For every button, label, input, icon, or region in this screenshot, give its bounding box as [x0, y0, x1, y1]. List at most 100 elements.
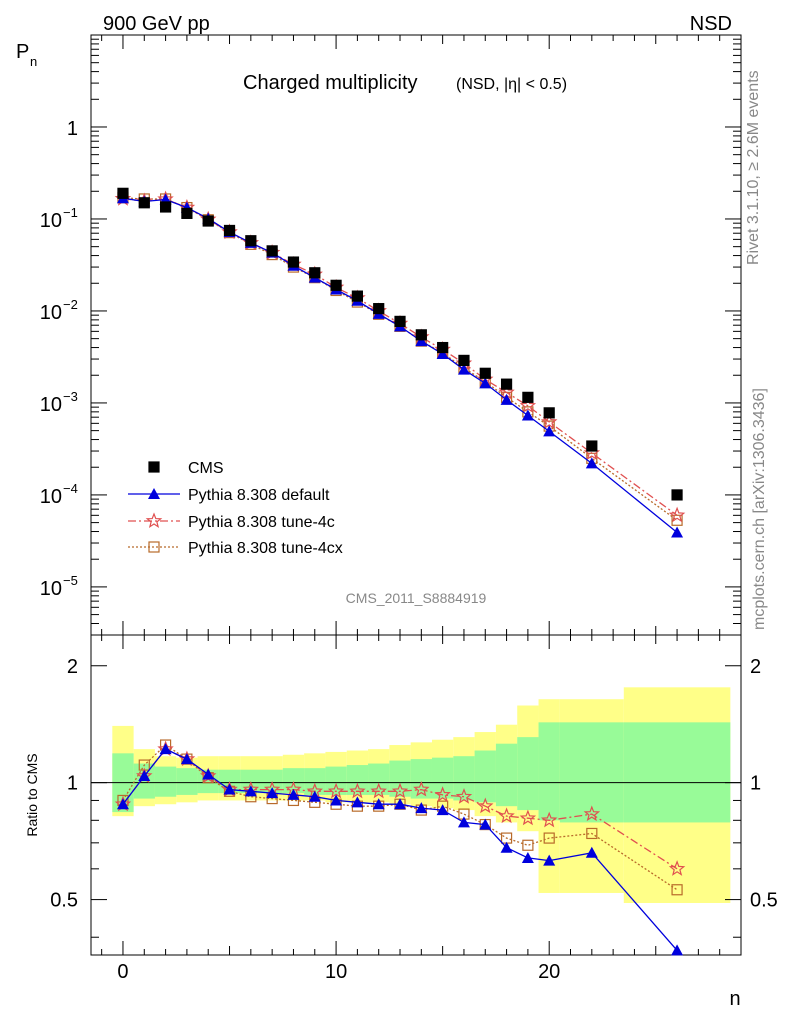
- ratio-point-default: [159, 743, 172, 755]
- point-default: [543, 425, 556, 437]
- point-cms: [479, 367, 491, 379]
- ratio-point-tune4c: [540, 811, 558, 828]
- ratio-y-tick-label-right: 1: [750, 773, 761, 795]
- band-inner-17: [474, 750, 496, 803]
- top-y-tick-exp: −4: [63, 481, 78, 496]
- ratio-point-default: [202, 768, 215, 780]
- top-y-tick-exp: −3: [63, 389, 78, 404]
- ratio-point-tune4c: [455, 788, 473, 804]
- point-cms: [671, 489, 683, 501]
- legend-marker-tune4c: [145, 512, 163, 529]
- ratio-point-tune4c: [519, 809, 537, 826]
- point-cms: [309, 267, 321, 279]
- band-inner-3: [176, 768, 198, 795]
- ratio-line-tune4c: [122, 748, 678, 870]
- ratio-point-default: [479, 818, 492, 830]
- ratio-point-tune4c: [349, 782, 366, 799]
- point-cms: [415, 329, 427, 341]
- ratio-point-default: [394, 798, 407, 810]
- ratio-point-tune4cx: [522, 839, 534, 851]
- process-label: NSD: [690, 13, 732, 35]
- point-cms: [202, 215, 214, 227]
- ratio-point-tune4c: [370, 782, 387, 799]
- point-default: [585, 457, 598, 469]
- analysis-id: CMS_2011_S8884919: [346, 590, 487, 606]
- point-cms: [245, 235, 257, 247]
- ratio-panel-frame: [90, 634, 742, 956]
- ratio-y-tick-label-left: 2: [67, 656, 78, 678]
- point-cms: [138, 197, 150, 209]
- ratio-point-tune4c: [477, 797, 494, 814]
- point-default: [521, 409, 534, 421]
- ratio-point-default: [543, 854, 556, 866]
- ratio-series: [114, 739, 686, 956]
- point-cms: [543, 407, 555, 419]
- mcplots-label: mcplots.cern.ch [arXiv:1306.3436]: [751, 388, 768, 630]
- top-y-tick-label: 10: [40, 486, 62, 508]
- chart-subtitle: (NSD, |η| < 0.5): [456, 76, 567, 93]
- top-y-tick-exp: −1: [63, 205, 78, 220]
- top-y-tick-exp: −2: [63, 297, 78, 312]
- line-default: [122, 197, 678, 534]
- ratio-ylabel: Ratio to CMS: [24, 753, 40, 836]
- legend-label-tune4cx: Pythia 8.308 tune-4cx: [188, 540, 343, 557]
- ratio-point-tune4cx: [586, 827, 598, 840]
- band-inner-2: [154, 766, 177, 797]
- point-cms: [330, 279, 342, 291]
- ratio-point-default: [457, 816, 470, 828]
- ratio-point-default: [180, 753, 193, 765]
- point-cms: [159, 201, 172, 213]
- top-y-tick-label: 10: [40, 578, 62, 600]
- ratio-point-default: [266, 787, 279, 799]
- point-cms: [223, 224, 236, 237]
- point-default: [436, 348, 449, 360]
- ratio-point-default: [244, 785, 257, 797]
- legend-marker-tune4cx: [148, 541, 160, 553]
- ratio-point-tune4cx: [671, 884, 683, 896]
- band-inner-10: [325, 766, 347, 795]
- legend-marker-default: [148, 488, 160, 499]
- top-y-tick-label: 10: [40, 394, 62, 416]
- x-tick-label: 20: [538, 961, 560, 983]
- top-y-tick-label: 1: [67, 118, 78, 140]
- ratio-point-default: [500, 841, 513, 853]
- band-inner-11: [346, 765, 369, 795]
- x-tick-label: 0: [117, 961, 128, 983]
- band-inner-13: [389, 760, 411, 797]
- x-tick-label: 10: [325, 961, 347, 983]
- point-default: [671, 526, 684, 538]
- point-cms: [117, 187, 129, 199]
- rivet-label: Rivet 3.1.10, ≥ 2.6M events: [745, 70, 762, 265]
- point-tune4c: [519, 397, 537, 413]
- ratio-point-default: [287, 788, 300, 800]
- band-inner-12: [368, 763, 390, 795]
- ratio-point-tune4cx: [543, 832, 555, 844]
- ratio-point-tune4c: [498, 807, 515, 824]
- ratio-point-default: [138, 770, 151, 782]
- ratio-y-tick-labels: 0.5 0.5 1 1 2 2: [50, 656, 778, 912]
- legend-label-cms: CMS: [188, 460, 224, 477]
- band-inner-1: [133, 763, 155, 799]
- point-cms: [181, 207, 193, 219]
- legend: CMS Pythia 8.308 default Pythia 8.308 tu…: [128, 460, 343, 557]
- ratio-point-default: [671, 944, 684, 956]
- point-cms: [394, 315, 406, 327]
- ratio-point-default: [415, 802, 428, 814]
- point-default: [500, 393, 513, 405]
- ratio-line-tune4cx: [122, 744, 678, 891]
- ratio-point-tune4c: [391, 782, 409, 799]
- top-ylabel: P: [16, 41, 29, 63]
- band-inner-20: [538, 722, 560, 821]
- band-inner-22: [623, 722, 731, 823]
- ratio-point-default: [521, 851, 534, 863]
- band-inner-15: [431, 757, 454, 799]
- ratio-point-default: [372, 798, 385, 810]
- ratio-point-default: [351, 796, 364, 808]
- ratio-point-default: [585, 846, 598, 858]
- point-default: [457, 363, 470, 375]
- ratio-point-tune4c: [434, 786, 451, 802]
- point-cms: [458, 354, 470, 367]
- axis-ticks: [91, 34, 741, 955]
- legend-label-tune4c: Pythia 8.308 tune-4c: [188, 514, 335, 531]
